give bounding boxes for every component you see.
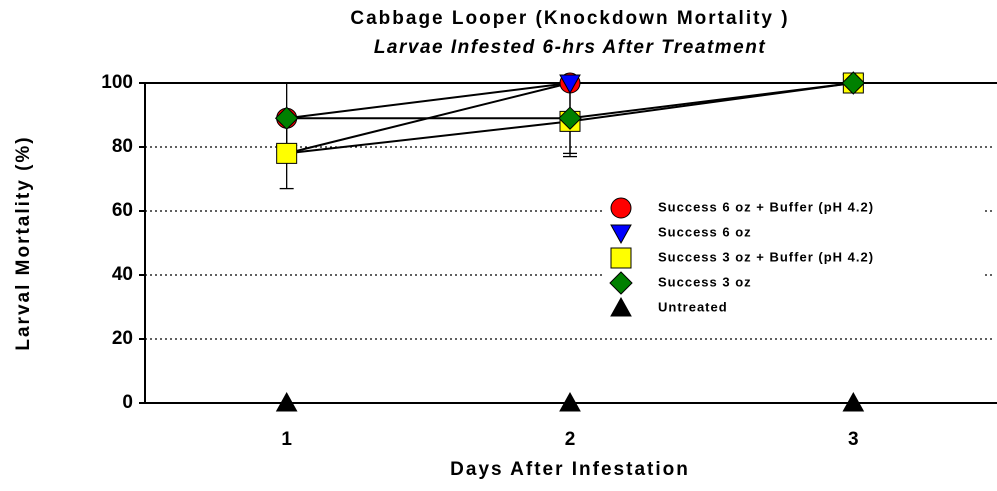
x-tick-label: 1 [281, 429, 292, 450]
legend-label: Success 3 oz + Buffer (pH 4.2) [658, 249, 874, 264]
marker [559, 74, 581, 95]
x-axis-label: Days After Infestation [450, 459, 690, 480]
y-tick-label: 60 [112, 200, 133, 221]
marker [609, 271, 633, 295]
legend-label: Untreated [658, 299, 728, 314]
x-tick-label: 2 [565, 429, 576, 450]
legend-label: Success 6 oz + Buffer (pH 4.2) [658, 199, 874, 214]
y-tick-label: 0 [122, 392, 133, 413]
y-tick-label: 100 [101, 72, 133, 93]
y-axis-label: Larval Mortality (%) [13, 135, 34, 350]
y-tick-label: 40 [112, 264, 133, 285]
marker [558, 106, 582, 130]
marker [276, 142, 298, 164]
x-tick-label: 3 [848, 429, 859, 450]
chart-subtitle: Larvae Infested 6-hrs After Treatment [374, 37, 766, 58]
marker [842, 391, 865, 412]
y-tick-label: 20 [112, 328, 133, 349]
marker [610, 296, 632, 317]
legend-bg [603, 194, 983, 323]
y-tick-label: 80 [112, 136, 133, 157]
legend-label: Success 3 oz [658, 274, 752, 289]
marker [559, 391, 581, 412]
marker [610, 224, 632, 245]
marker [274, 106, 299, 130]
marker [610, 247, 632, 269]
marker [841, 71, 866, 95]
marker [275, 391, 298, 412]
chart-title: Cabbage Looper (Knockdown Mortality ) [350, 8, 789, 29]
marker [610, 197, 632, 219]
legend-label: Success 6 oz [658, 224, 752, 239]
